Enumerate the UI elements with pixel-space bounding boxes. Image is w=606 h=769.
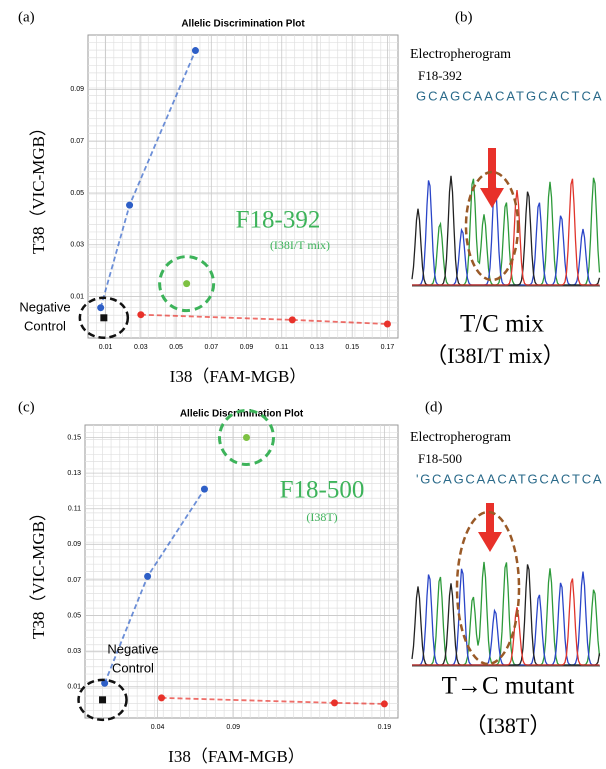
- x-tick-label: 0.04: [151, 724, 165, 731]
- trace: [412, 562, 600, 665]
- arrow-head: [480, 188, 504, 208]
- panel-label: (b): [455, 9, 473, 25]
- trace: [412, 176, 600, 285]
- result-label: （I38I/T mix）: [425, 343, 565, 368]
- electropherogram-title: Electropherogram: [410, 430, 511, 445]
- x-tick-label: 0.03: [134, 344, 148, 351]
- y-tick-label: 0.09: [70, 86, 84, 93]
- point: [243, 434, 250, 441]
- arrow-shaft: [486, 503, 494, 534]
- point: [289, 316, 296, 323]
- y-axis-label: T38（VIC-MGB）: [29, 119, 48, 254]
- point: [381, 700, 388, 707]
- sequence: 'GCAGCAACATGCACTCA: [416, 471, 602, 486]
- annotation: (I38T): [306, 510, 337, 524]
- y-tick-label: 0.03: [67, 648, 81, 655]
- arrow-head: [478, 532, 502, 552]
- y-tick-label: 0.03: [70, 242, 84, 249]
- trace: [412, 180, 600, 285]
- negative-control-label: Negative: [19, 299, 70, 314]
- x-tick-label: 0.19: [378, 724, 392, 731]
- y-tick-label: 0.07: [70, 138, 84, 145]
- point: [144, 573, 151, 580]
- trace: [412, 178, 600, 285]
- x-axis-label: I38（FAM-MGB）: [168, 747, 305, 766]
- y-tick-label: 0.05: [67, 612, 81, 619]
- point: [100, 314, 107, 321]
- negative-control-label: Control: [112, 660, 154, 675]
- y-tick-label: 0.01: [70, 293, 84, 300]
- point: [99, 696, 106, 703]
- point: [183, 280, 190, 287]
- result-label: T/C mix: [460, 311, 545, 338]
- sample-name: F18-500: [418, 451, 462, 466]
- y-tick-label: 0.07: [67, 577, 81, 584]
- y-tick-label: 0.13: [67, 470, 81, 477]
- point: [331, 699, 338, 706]
- point: [126, 202, 133, 209]
- point: [158, 694, 165, 701]
- panel-label: (c): [18, 399, 35, 415]
- figure: (a) Allelic Discrimination Plot 0.01 0.03 0.…: [0, 0, 606, 769]
- y-tick-label: 0.05: [70, 190, 84, 197]
- arrow-shaft: [488, 148, 496, 190]
- y-tick-label: 0.15: [67, 434, 81, 441]
- point: [384, 321, 391, 328]
- x-tick-label: 0.09: [240, 344, 254, 351]
- annotation: (I38I/T mix): [270, 238, 330, 252]
- electropherogram-title: Electropherogram: [410, 47, 511, 62]
- x-tick-label: 0.05: [169, 344, 183, 351]
- panel-label: (a): [18, 9, 35, 25]
- negative-control-label: Control: [24, 318, 66, 333]
- chart-title: Allelic Discrimination Plot: [181, 19, 305, 30]
- trace: [412, 179, 600, 285]
- x-tick-label: 0.11: [275, 344, 288, 351]
- result-label: T→C mutant: [442, 673, 575, 700]
- x-tick-label: 0.09: [226, 724, 240, 731]
- result-label: （I38T）: [465, 713, 552, 738]
- panel-label: (d): [425, 399, 443, 415]
- trace: [412, 579, 600, 665]
- annotation: F18-392: [236, 207, 321, 234]
- y-tick-label: 0.01: [67, 684, 81, 691]
- y-tick-label: 0.11: [68, 506, 81, 513]
- point: [97, 304, 104, 311]
- x-tick-label: 0.07: [204, 344, 218, 351]
- point: [137, 311, 144, 318]
- sample-name: F18-392: [418, 68, 462, 83]
- y-axis-label: T38（VIC-MGB）: [29, 504, 48, 639]
- x-tick-label: 0.15: [345, 344, 359, 351]
- sequence: GCAGCAACATGCACTCA: [416, 88, 602, 103]
- x-tick-label: 0.13: [310, 344, 324, 351]
- x-tick-label: 0.01: [99, 344, 113, 351]
- point: [201, 486, 208, 493]
- x-axis-label: I38（FAM-MGB）: [170, 367, 307, 386]
- x-tick-label: 0.17: [381, 344, 395, 351]
- point: [192, 47, 199, 54]
- y-tick-label: 0.09: [67, 541, 81, 548]
- annotation: F18-500: [280, 477, 365, 504]
- negative-control-label: Negative: [107, 641, 158, 656]
